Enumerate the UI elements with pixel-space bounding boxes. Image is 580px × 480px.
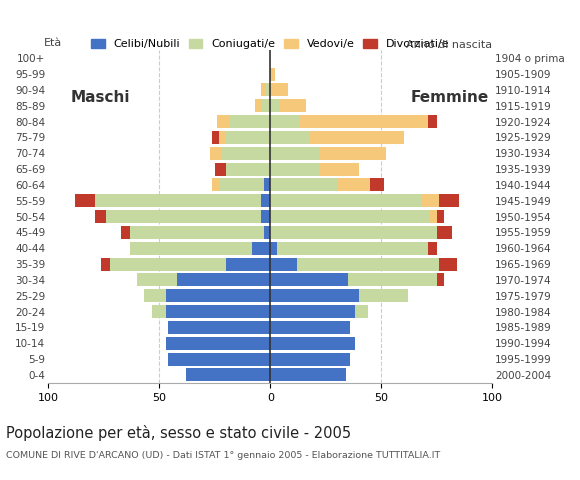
Text: Popolazione per età, sesso e stato civile - 2005: Popolazione per età, sesso e stato civil…: [6, 425, 351, 441]
Bar: [102, 258, 110, 271]
Bar: [215, 163, 226, 176]
Bar: [262, 210, 270, 223]
Bar: [110, 258, 226, 271]
Bar: [297, 258, 439, 271]
Bar: [277, 242, 428, 255]
Text: Anno di nascita: Anno di nascita: [407, 40, 492, 49]
Bar: [270, 274, 348, 287]
Bar: [219, 179, 263, 192]
Bar: [130, 242, 252, 255]
Bar: [428, 242, 437, 255]
Bar: [270, 226, 437, 239]
Bar: [310, 131, 404, 144]
Bar: [319, 147, 386, 160]
Text: Età: Età: [44, 38, 62, 48]
Bar: [226, 131, 270, 144]
Bar: [153, 305, 166, 318]
Bar: [168, 353, 270, 366]
Bar: [75, 194, 95, 207]
Bar: [186, 369, 270, 382]
Bar: [144, 289, 166, 302]
Bar: [270, 163, 319, 176]
Bar: [279, 99, 306, 112]
Bar: [255, 99, 262, 112]
Bar: [270, 68, 275, 81]
Bar: [266, 84, 270, 96]
Bar: [230, 115, 270, 128]
Bar: [226, 258, 270, 271]
Bar: [270, 194, 421, 207]
Bar: [437, 274, 444, 287]
Bar: [270, 369, 346, 382]
Bar: [348, 274, 437, 287]
Bar: [212, 131, 219, 144]
Bar: [219, 131, 226, 144]
Bar: [166, 305, 270, 318]
Bar: [270, 210, 430, 223]
Bar: [437, 210, 444, 223]
Bar: [270, 131, 310, 144]
Bar: [299, 115, 428, 128]
Bar: [212, 179, 219, 192]
Bar: [270, 242, 277, 255]
Text: COMUNE DI RIVE D'ARCANO (UD) - Dati ISTAT 1° gennaio 2005 - Elaborazione TUTTITA: COMUNE DI RIVE D'ARCANO (UD) - Dati ISTA…: [6, 451, 440, 460]
Bar: [210, 147, 222, 160]
Bar: [270, 179, 337, 192]
Bar: [437, 226, 452, 239]
Bar: [270, 99, 279, 112]
Bar: [270, 321, 350, 334]
Bar: [168, 321, 270, 334]
Bar: [252, 242, 270, 255]
Bar: [270, 84, 288, 96]
Bar: [430, 210, 437, 223]
Bar: [95, 194, 262, 207]
Bar: [262, 99, 270, 112]
Bar: [370, 179, 383, 192]
Bar: [421, 194, 439, 207]
Bar: [439, 194, 459, 207]
Bar: [439, 258, 457, 271]
Bar: [337, 179, 370, 192]
Bar: [263, 179, 270, 192]
Bar: [137, 274, 177, 287]
Bar: [217, 115, 230, 128]
Bar: [95, 210, 106, 223]
Bar: [270, 258, 297, 271]
Bar: [226, 163, 270, 176]
Bar: [270, 353, 350, 366]
Bar: [428, 115, 437, 128]
Bar: [262, 84, 266, 96]
Legend: Celibi/Nubili, Coniugati/e, Vedovi/e, Divorziati/e: Celibi/Nubili, Coniugati/e, Vedovi/e, Di…: [87, 34, 454, 54]
Bar: [130, 226, 263, 239]
Bar: [355, 305, 368, 318]
Bar: [177, 274, 270, 287]
Bar: [262, 194, 270, 207]
Bar: [166, 289, 270, 302]
Text: Maschi: Maschi: [70, 90, 130, 105]
Bar: [263, 226, 270, 239]
Bar: [166, 337, 270, 350]
Bar: [121, 226, 130, 239]
Bar: [270, 115, 299, 128]
Text: Femmine: Femmine: [410, 90, 488, 105]
Bar: [270, 289, 359, 302]
Bar: [270, 147, 319, 160]
Bar: [270, 337, 355, 350]
Bar: [222, 147, 270, 160]
Bar: [106, 210, 262, 223]
Bar: [319, 163, 359, 176]
Bar: [270, 305, 355, 318]
Bar: [359, 289, 408, 302]
